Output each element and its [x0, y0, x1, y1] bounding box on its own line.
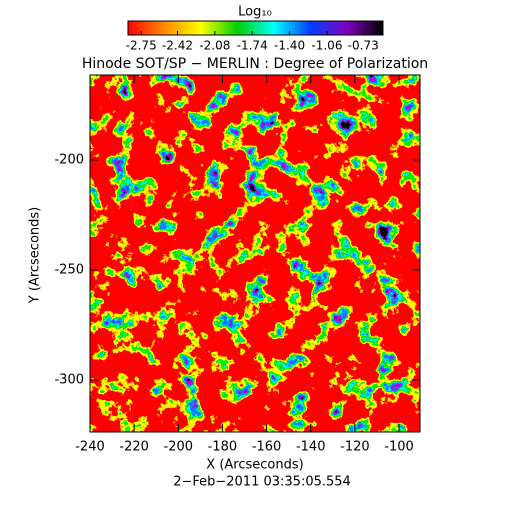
chart-title: Hinode SOT/SP − MERLIN : Degree of Polar…: [82, 56, 428, 72]
colorbar-tick-label: -1.06: [311, 39, 342, 53]
y-tick-label: -250: [54, 263, 84, 278]
plot-frame: [89, 74, 421, 433]
y-tick-label: -200: [54, 152, 84, 167]
x-tick-label: -220: [119, 440, 149, 455]
colorbar-tick-label: -2.42: [162, 39, 193, 53]
colorbar-tick-label: -2.75: [126, 39, 157, 53]
y-tick-label: -300: [54, 373, 84, 388]
x-tick-label: -140: [296, 440, 326, 455]
x-tick-label: -240: [75, 440, 105, 455]
y-axis-label: Y (Arcseconds): [28, 207, 43, 304]
colorbar-tick-label: -1.74: [237, 39, 268, 53]
colorbar-tick-label: -1.40: [274, 39, 305, 53]
colorbar: [127, 20, 384, 36]
x-axis-label: X (Arcseconds): [206, 458, 303, 473]
heatmap-image: [90, 75, 420, 432]
colorbar-tick-label: -2.08: [199, 39, 230, 53]
x-tick-label: -100: [384, 440, 414, 455]
colorbar-label: Log₁₀: [238, 5, 272, 20]
x-tick-label: -200: [164, 440, 194, 455]
x-tick-label: -180: [208, 440, 238, 455]
x-tick-label: -120: [340, 440, 370, 455]
colorbar-tick-label: -0.73: [348, 39, 379, 53]
date-label: 2−Feb−2011 03:35:05.554: [173, 475, 351, 490]
x-tick-label: -160: [252, 440, 282, 455]
